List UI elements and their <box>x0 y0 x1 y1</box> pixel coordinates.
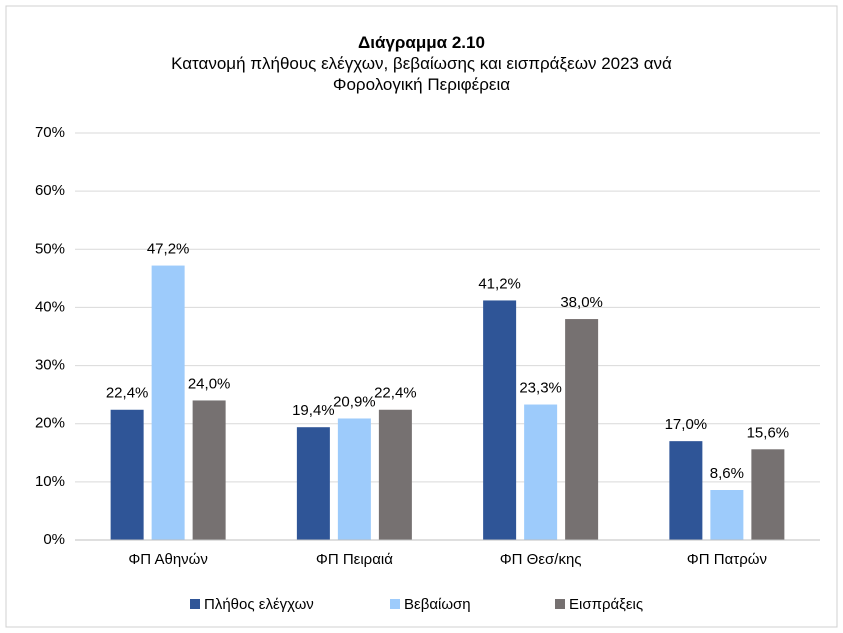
legend-label: Πλήθος ελέγχων <box>204 596 314 613</box>
x-tick-label: ΦΠ Θεσ/κης <box>500 551 582 568</box>
y-tick-label: 30% <box>35 357 65 374</box>
legend-label: Βεβαίωση <box>404 596 471 613</box>
data-label: 41,2% <box>478 275 521 292</box>
bar <box>151 265 185 540</box>
legend-swatch <box>190 599 200 609</box>
titles: Διάγραμμα 2.10 Κατανομή πλήθους ελέγχων,… <box>130 32 713 95</box>
data-label: 22,4% <box>106 385 149 402</box>
y-tick-label: 60% <box>35 182 65 199</box>
bar <box>524 404 558 540</box>
y-tick-label: 40% <box>35 298 65 315</box>
legend-label: Εισπράξεις <box>569 596 643 613</box>
data-label: 23,3% <box>519 379 562 396</box>
data-label: 22,4% <box>374 385 417 402</box>
bar <box>710 489 744 540</box>
data-label: 24,0% <box>188 375 231 392</box>
y-tick-label: 0% <box>43 531 65 548</box>
x-tick-label: ΦΠ Αθηνών <box>128 551 208 568</box>
data-label: 19,4% <box>292 402 335 419</box>
data-label: 8,6% <box>710 465 744 482</box>
data-label: 47,2% <box>147 241 190 258</box>
data-label: 20,9% <box>333 393 376 410</box>
y-tick-label: 20% <box>35 415 65 432</box>
data-label: 38,0% <box>560 294 603 311</box>
chart-title: Διάγραμμα 2.10 <box>358 33 485 52</box>
y-tick-label: 50% <box>35 240 65 257</box>
x-tick-label: ΦΠ Πατρών <box>687 551 767 568</box>
x-tick-label: ΦΠ Πειραιά <box>316 551 393 568</box>
chart-subtitle: Κατανομή πλήθους ελέγχων, βεβαίωσης και … <box>171 54 672 94</box>
bar <box>669 441 703 540</box>
y-tick-label: 10% <box>35 473 65 490</box>
bar <box>296 427 330 540</box>
bar <box>378 409 412 540</box>
bar <box>337 418 371 540</box>
data-label: 15,6% <box>747 424 790 441</box>
bar <box>751 449 785 540</box>
bar <box>565 319 599 540</box>
legend-swatch <box>390 599 400 609</box>
bar <box>483 300 517 540</box>
data-label: 17,0% <box>665 416 708 433</box>
bar <box>110 409 144 540</box>
legend-swatch <box>555 599 565 609</box>
y-tick-label: 70% <box>35 124 65 141</box>
bar <box>192 400 226 540</box>
